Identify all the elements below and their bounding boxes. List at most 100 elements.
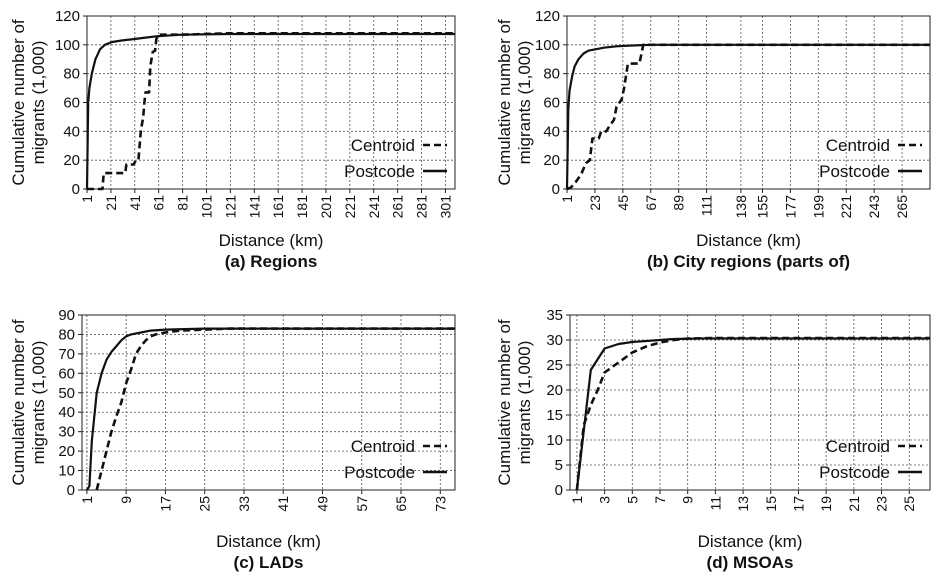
y-tick-label: 60	[63, 95, 80, 112]
series-line-centroid	[95, 327, 455, 491]
x-tick-label: 9	[680, 496, 696, 504]
x-tick-label: 15	[763, 496, 779, 512]
series-line-centroid	[566, 43, 930, 191]
y-tick-label: 20	[63, 152, 80, 169]
x-tick-label: 155	[754, 195, 770, 219]
x-tick-label: 21	[846, 496, 862, 512]
y-tick-label: 20	[58, 443, 75, 460]
x-tick-label: 3	[597, 496, 613, 504]
y-axis-label: migrants (1,000)	[29, 341, 48, 465]
x-tick-label: 57	[354, 496, 370, 512]
x-axis-label: Distance (km)	[696, 231, 801, 250]
legend-label-postcode: Postcode	[344, 463, 415, 482]
x-tick-label: 1	[79, 496, 95, 504]
series-line-postcode	[85, 32, 455, 190]
x-tick-label: 17	[790, 496, 806, 512]
y-tick-label: 80	[543, 66, 560, 83]
y-tick-label: 70	[58, 346, 75, 363]
x-tick-label: 33	[236, 496, 252, 512]
y-tick-label: 25	[546, 357, 563, 374]
y-tick-label: 5	[555, 457, 563, 474]
y-tick-label: 0	[552, 181, 560, 198]
legend-label-centroid: Centroid	[826, 136, 890, 155]
x-tick-label: 161	[270, 195, 286, 219]
x-tick-label: 301	[437, 195, 453, 219]
x-tick-label: 13	[735, 496, 751, 512]
series-line-postcode	[565, 43, 930, 190]
y-tick-label: 0	[67, 482, 75, 499]
x-tick-label: 65	[393, 496, 409, 512]
x-axis-label: Distance (km)	[698, 532, 803, 551]
chart-caption: (c) LADs	[234, 553, 304, 572]
x-tick-label: 1	[569, 496, 585, 504]
x-tick-label: 111	[699, 195, 715, 216]
series-line-postcode	[575, 337, 930, 491]
x-tick-label: 138	[733, 195, 749, 219]
y-tick-label: 120	[55, 8, 80, 25]
legend-label-postcode: Postcode	[819, 162, 890, 181]
y-axis-label: migrants (1,000)	[29, 41, 48, 165]
x-tick-label: 9	[118, 496, 134, 504]
x-tick-label: 89	[671, 195, 687, 211]
x-tick-label: 19	[818, 496, 834, 512]
plot-frame	[81, 314, 456, 491]
x-tick-label: 281	[414, 195, 430, 219]
y-tick-label: 100	[55, 37, 80, 54]
x-tick-label: 241	[366, 195, 382, 219]
y-tick-label: 40	[58, 404, 75, 421]
x-tick-label: 49	[314, 496, 330, 512]
x-tick-label: 199	[810, 195, 826, 219]
x-tick-label: 1	[559, 195, 575, 203]
x-tick-label: 41	[275, 496, 291, 512]
y-tick-label: 60	[58, 365, 75, 382]
x-tick-label: 181	[294, 195, 310, 219]
chart-panel-c: 0 10 20 30 40 50 60 70 80 90 1 9 17 25 33 41 49 57 65 73 Cen…	[9, 307, 456, 572]
y-tick-label: 90	[58, 307, 75, 324]
y-axis-label: migrants (1,000)	[515, 341, 534, 465]
y-tick-label: 20	[546, 382, 563, 399]
y-tick-label: 30	[58, 424, 75, 441]
chart-caption: (d) MSOAs	[707, 553, 794, 572]
y-tick-label: 35	[546, 307, 563, 324]
x-tick-label: 5	[624, 496, 640, 504]
x-tick-label: 7	[652, 496, 668, 504]
x-tick-label: 25	[197, 496, 213, 512]
y-axis-label: migrants (1,000)	[515, 41, 534, 165]
legend-label-centroid: Centroid	[826, 437, 890, 456]
x-tick-label: 23	[587, 195, 603, 211]
legend-label-centroid: Centroid	[351, 136, 415, 155]
x-axis-label: Distance (km)	[216, 532, 321, 551]
chart-panel-b: 0 20 40 60 80 100 120 1 23 45 67 89 111 138 155 177 199 2…	[495, 8, 931, 271]
legend-label-postcode: Postcode	[344, 162, 415, 181]
chart-caption: (a) Regions	[225, 252, 318, 271]
y-axis-label: Cumulative number of	[9, 19, 28, 186]
x-tick-label: 73	[432, 496, 448, 512]
y-tick-label: 80	[63, 66, 80, 83]
legend-label-postcode: Postcode	[819, 463, 890, 482]
y-axis-label: Cumulative number of	[9, 319, 28, 486]
y-tick-label: 120	[535, 8, 560, 25]
x-tick-label: 17	[157, 496, 173, 512]
x-tick-label: 177	[782, 195, 798, 219]
y-tick-label: 10	[546, 432, 563, 449]
x-tick-label: 61	[151, 195, 167, 211]
x-tick-label: 121	[222, 195, 238, 219]
y-tick-label: 20	[543, 152, 560, 169]
y-tick-label: 10	[58, 463, 75, 480]
x-tick-label: 23	[874, 496, 890, 512]
series-line-postcode	[85, 327, 455, 491]
x-tick-label: 141	[246, 195, 262, 219]
x-tick-label: 201	[318, 195, 334, 219]
y-tick-label: 0	[555, 482, 563, 499]
y-tick-label: 15	[546, 407, 563, 424]
x-tick-label: 11	[707, 496, 723, 511]
x-tick-label: 25	[901, 496, 917, 512]
y-axis-label: Cumulative number of	[495, 319, 514, 486]
x-axis-label: Distance (km)	[219, 231, 324, 250]
x-tick-label: 67	[643, 195, 659, 211]
x-tick-label: 1	[79, 195, 95, 203]
